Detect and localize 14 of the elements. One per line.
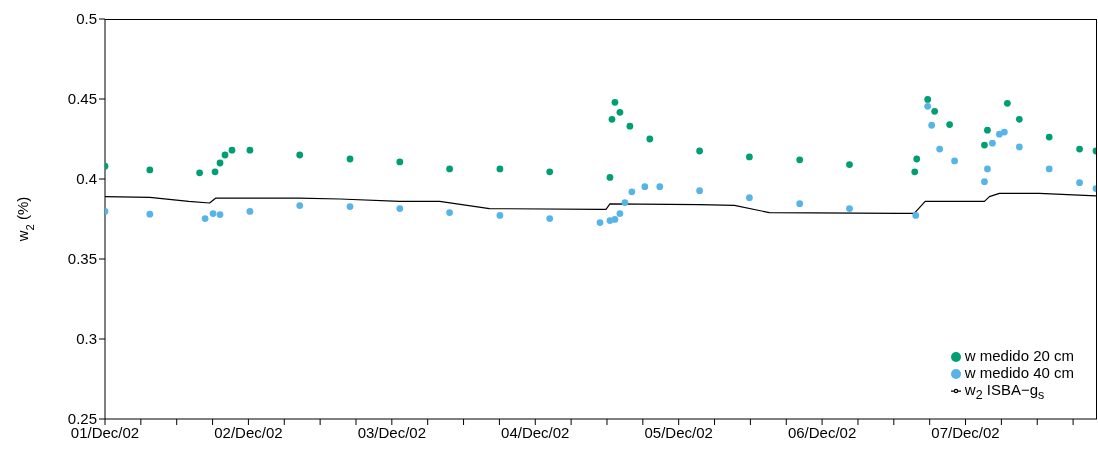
- x-tick-label: 04/Dec/02: [501, 423, 570, 441]
- y-tick-label: 0.45: [67, 90, 97, 108]
- x-tick-label: 02/Dec/02: [214, 423, 283, 441]
- y-tick-label: 0.4: [76, 170, 97, 188]
- x-tick-label: 03/Dec/02: [357, 423, 427, 441]
- y-tick-label: 0.3: [76, 330, 97, 348]
- y-tick-label: 0.35: [67, 250, 97, 268]
- x-tick-label: 07/Dec/02: [931, 423, 1000, 441]
- x-tick-label: 06/Dec/02: [787, 423, 857, 441]
- legend-label: w$_{2}$ ISBA−g$_{s}$: [964, 381, 1045, 402]
- legend-label: w medido 20 cm: [964, 347, 1074, 364]
- x-tick-label: 05/Dec/02: [644, 423, 713, 441]
- y-tick-label: 0.5: [76, 10, 97, 28]
- legend-label: w medido 40 cm: [964, 364, 1074, 381]
